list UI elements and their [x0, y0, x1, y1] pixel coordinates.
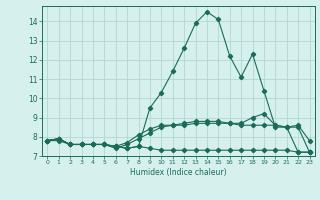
- X-axis label: Humidex (Indice chaleur): Humidex (Indice chaleur): [130, 168, 227, 177]
